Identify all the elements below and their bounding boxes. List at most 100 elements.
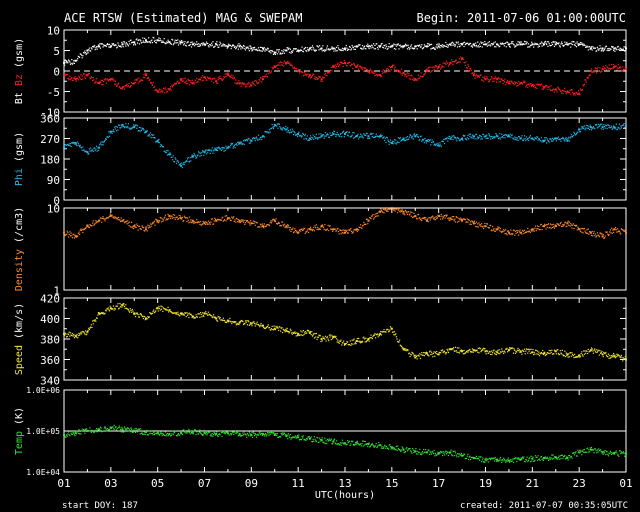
series-dot bbox=[190, 219, 192, 221]
series-dot bbox=[360, 227, 362, 229]
series-dot bbox=[130, 127, 132, 129]
series-dot bbox=[181, 42, 183, 44]
series-dot bbox=[129, 86, 131, 88]
series-dot bbox=[199, 429, 201, 431]
series-dot bbox=[445, 45, 448, 48]
series-dot bbox=[360, 66, 362, 68]
series-dot bbox=[485, 225, 487, 227]
series-dot bbox=[123, 305, 126, 308]
series-dot bbox=[228, 146, 230, 148]
series-dot bbox=[539, 353, 541, 355]
series-dot bbox=[429, 350, 431, 352]
series-dot bbox=[185, 432, 187, 434]
series-dot bbox=[130, 84, 132, 87]
series-dot bbox=[101, 312, 103, 315]
series-dot bbox=[181, 162, 183, 164]
series-dot bbox=[104, 426, 106, 428]
series-dot bbox=[194, 429, 196, 431]
series-dot bbox=[111, 43, 113, 45]
series-dot bbox=[293, 67, 295, 69]
series-dot bbox=[177, 311, 179, 313]
series-dot bbox=[584, 129, 586, 131]
series-dot bbox=[562, 92, 564, 95]
series-dot bbox=[242, 47, 244, 49]
series-dot bbox=[99, 313, 102, 315]
data-point bbox=[449, 43, 452, 46]
data-point bbox=[144, 39, 147, 42]
series-dot bbox=[410, 354, 412, 356]
series-dot bbox=[608, 234, 610, 236]
series-dot bbox=[222, 44, 224, 46]
series-dot bbox=[567, 91, 569, 93]
series-dot bbox=[170, 89, 172, 91]
series-dot bbox=[249, 323, 251, 325]
series-dot bbox=[460, 56, 462, 58]
series-dot bbox=[530, 137, 532, 140]
series-dot bbox=[204, 221, 206, 223]
series-dot bbox=[376, 135, 378, 137]
series-dot bbox=[567, 220, 569, 222]
series-dot bbox=[147, 227, 150, 229]
series-dot bbox=[154, 311, 156, 313]
series-dot bbox=[413, 47, 415, 49]
data-point bbox=[308, 228, 311, 231]
series-dot bbox=[548, 141, 550, 143]
series-dot bbox=[445, 353, 447, 355]
series-dot bbox=[84, 151, 86, 153]
series-dot bbox=[74, 76, 76, 78]
series-dot bbox=[467, 64, 469, 66]
series-dot bbox=[76, 235, 78, 237]
series-dot bbox=[144, 41, 146, 43]
series-dot bbox=[214, 45, 216, 48]
y-axis-label: Temp (K) bbox=[14, 407, 25, 455]
series-dot bbox=[114, 83, 116, 85]
series-dot bbox=[217, 46, 219, 49]
series-dot bbox=[188, 161, 190, 163]
series-dot bbox=[442, 46, 444, 48]
series-dot bbox=[380, 44, 382, 46]
series-dot bbox=[179, 315, 181, 317]
series-dot bbox=[406, 72, 409, 74]
series-dot bbox=[205, 79, 208, 81]
series-dot bbox=[477, 136, 479, 138]
series-dot bbox=[142, 127, 144, 129]
series-dot bbox=[116, 217, 118, 219]
series-dot bbox=[425, 71, 427, 73]
series-dot bbox=[208, 431, 210, 433]
series-dot bbox=[495, 350, 497, 352]
series-dot bbox=[326, 75, 328, 77]
series-dot bbox=[474, 77, 476, 79]
series-dot bbox=[464, 134, 466, 137]
series-dot bbox=[321, 224, 323, 226]
series-dot bbox=[325, 135, 327, 137]
series-dot bbox=[486, 43, 488, 45]
series-dot bbox=[239, 222, 241, 224]
series-dot bbox=[573, 94, 575, 96]
series-dot bbox=[250, 321, 252, 324]
series-dot bbox=[579, 131, 582, 133]
series-dot bbox=[162, 87, 165, 89]
series-dot bbox=[225, 145, 227, 147]
series-dot bbox=[176, 42, 178, 44]
series-dot bbox=[257, 139, 259, 141]
series-dot bbox=[457, 137, 459, 139]
data-point bbox=[226, 146, 229, 149]
series-dot bbox=[617, 126, 619, 129]
series-dot bbox=[512, 43, 515, 45]
series-dot bbox=[444, 217, 446, 219]
series-dot bbox=[601, 233, 603, 235]
series-dot bbox=[213, 82, 215, 84]
series-dot bbox=[117, 42, 119, 44]
series-dot bbox=[75, 236, 77, 238]
series-dot bbox=[252, 138, 254, 140]
series-dot bbox=[194, 79, 196, 81]
series-dot bbox=[603, 67, 606, 69]
series-dot bbox=[259, 80, 261, 82]
series-dot bbox=[196, 430, 198, 433]
series-dot bbox=[412, 216, 414, 218]
series-dot bbox=[142, 430, 144, 433]
series-dot bbox=[278, 49, 280, 51]
series-dot bbox=[106, 136, 109, 138]
series-dot bbox=[67, 144, 70, 147]
series-dot bbox=[488, 227, 491, 229]
